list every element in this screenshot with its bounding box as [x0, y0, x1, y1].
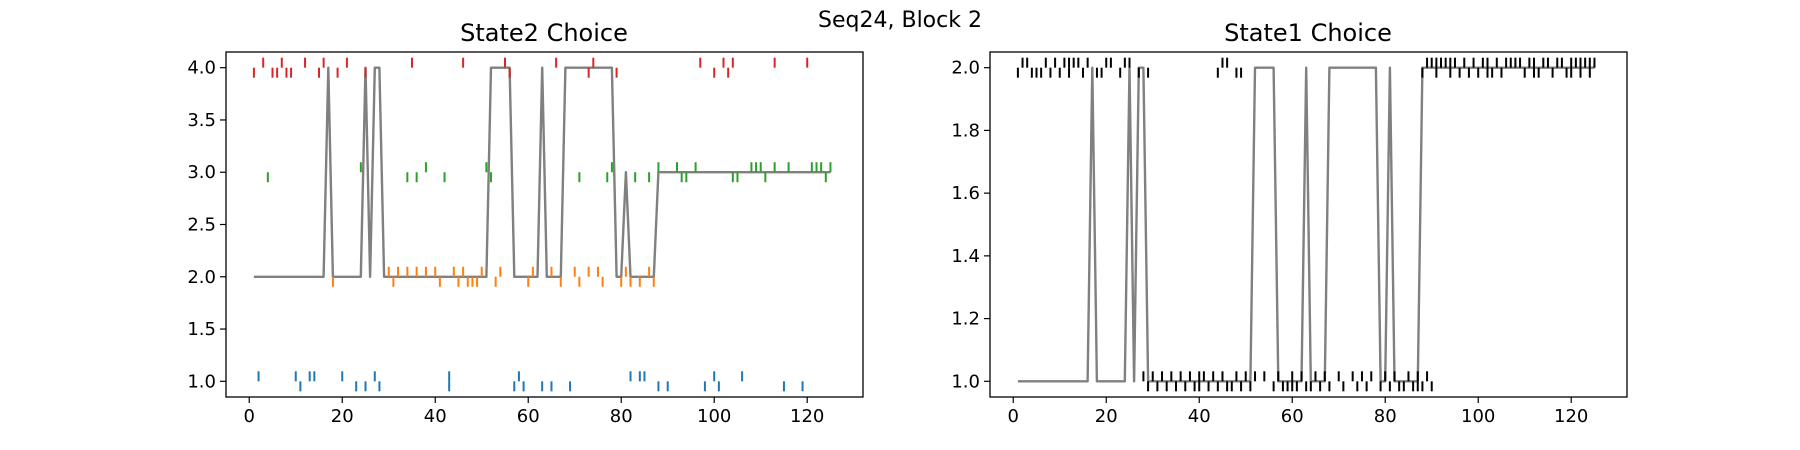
x-tick-label: 0 — [1008, 406, 1019, 427]
x-tick-label: 60 — [1281, 406, 1304, 427]
chart-state2-choice: State2 Choice 0 20 40 60 80 100 120 1.0 1.5 2.0 2… — [187, 19, 864, 427]
x-tick-label: 60 — [517, 406, 540, 427]
y-tick-label: 1.5 — [187, 319, 216, 340]
x-tick-label: 120 — [1554, 406, 1588, 427]
y-axis: 1.0 1.5 2.0 2.5 3.0 3.5 4.0 — [187, 58, 226, 392]
x-tick-label: 40 — [424, 406, 447, 427]
event-markers — [252, 57, 832, 392]
x-tick-label: 100 — [1461, 406, 1495, 427]
choice-line — [253, 66, 831, 278]
y-tick-label: 2.5 — [187, 215, 216, 236]
chart-title: State1 Choice — [1224, 19, 1392, 47]
choice-line — [1017, 66, 1595, 383]
x-tick-label: 100 — [697, 406, 731, 427]
event-markers — [1016, 57, 1596, 392]
x-tick-label: 80 — [610, 406, 633, 427]
series-line — [1017, 66, 1595, 383]
x-tick-label: 120 — [790, 406, 824, 427]
y-tick-label: 1.8 — [951, 120, 980, 141]
y-tick-label: 1.4 — [951, 246, 980, 267]
y-tick-label: 2.0 — [187, 267, 216, 288]
series-line — [253, 66, 831, 278]
y-tick-label: 2.0 — [951, 58, 980, 79]
y-tick-label: 1.2 — [951, 309, 980, 330]
x-tick-label: 0 — [244, 406, 255, 427]
x-tick-label: 20 — [1095, 406, 1118, 427]
y-tick-label: 3.0 — [187, 162, 216, 183]
x-tick-label: 80 — [1374, 406, 1397, 427]
chart-title: State2 Choice — [460, 19, 628, 47]
x-axis: 0 20 40 60 80 100 120 — [244, 397, 824, 427]
x-tick-label: 40 — [1188, 406, 1211, 427]
y-tick-label: 1.0 — [951, 371, 980, 392]
x-axis: 0 20 40 60 80 100 120 — [1008, 397, 1588, 427]
y-tick-label: 4.0 — [187, 58, 216, 79]
y-axis: 1.0 1.2 1.4 1.6 1.8 2.0 — [951, 58, 990, 392]
y-tick-label: 1.0 — [187, 371, 216, 392]
y-tick-label: 1.6 — [951, 183, 980, 204]
figure-suptitle: Seq24, Block 2 — [818, 8, 982, 33]
x-tick-label: 20 — [331, 406, 354, 427]
y-tick-label: 3.5 — [187, 110, 216, 131]
chart-state1-choice: State1 Choice 0 20 40 60 80 100 120 1.01.21.41… — [951, 19, 1628, 427]
plot-area-frame — [989, 51, 1628, 398]
